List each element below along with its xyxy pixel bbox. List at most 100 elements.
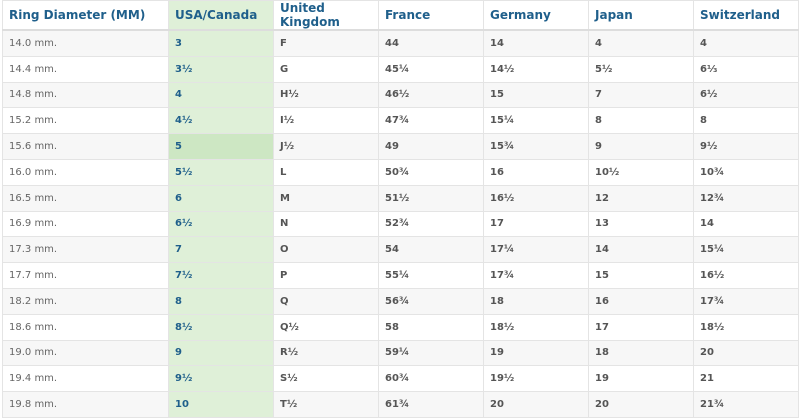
cell-france: 46½ xyxy=(378,81,484,109)
cell-ring-diameter: 16.5 mm. xyxy=(2,184,169,212)
cell-germany: 20 xyxy=(483,391,589,418)
cell-france: 50¾ xyxy=(378,158,484,186)
cell-usa-canada: 7½ xyxy=(168,262,274,289)
cell-united-kingdom: S½ xyxy=(273,365,379,393)
cell-france: 58 xyxy=(378,313,484,341)
cell-united-kingdom: M xyxy=(273,184,379,212)
cell-germany: 17¾ xyxy=(483,262,589,289)
cell-ring-diameter: 18.6 mm. xyxy=(2,313,169,341)
cell-germany: 14½ xyxy=(483,55,589,83)
table-row: 18.2 mm. 8 Q 56¾ 18 16 17¾ xyxy=(2,287,799,315)
table-row: 16.5 mm. 6 M 51½ 16½ 12 12¾ xyxy=(2,184,799,212)
cell-usa-canada: 9 xyxy=(168,339,274,367)
cell-ring-diameter: 14.4 mm. xyxy=(2,55,169,83)
cell-germany: 18 xyxy=(483,287,589,315)
cell-switzerland: 15¼ xyxy=(693,236,799,264)
cell-germany: 15 xyxy=(483,81,589,109)
cell-japan: 4 xyxy=(588,29,694,57)
cell-japan: 10½ xyxy=(588,158,694,186)
cell-france: 59¼ xyxy=(378,339,484,367)
table-row: 16.0 mm. 5½ L 50¾ 16 10½ 10¾ xyxy=(2,158,799,186)
column-header-ring-diameter: Ring Diameter (MM) xyxy=(2,0,169,31)
cell-united-kingdom: R½ xyxy=(273,339,379,367)
cell-germany: 18½ xyxy=(483,313,589,341)
cell-ring-diameter: 15.6 mm. xyxy=(2,133,169,160)
cell-united-kingdom: P xyxy=(273,262,379,289)
cell-switzerland: 9½ xyxy=(693,133,799,160)
cell-switzerland: 21 xyxy=(693,365,799,393)
cell-switzerland: 18½ xyxy=(693,313,799,341)
cell-germany: 16 xyxy=(483,158,589,186)
cell-united-kingdom: J½ xyxy=(273,133,379,160)
cell-usa-canada: 4 xyxy=(168,81,274,109)
cell-usa-canada: 8 xyxy=(168,287,274,315)
cell-japan: 9 xyxy=(588,133,694,160)
cell-germany: 15¾ xyxy=(483,133,589,160)
cell-germany: 15¼ xyxy=(483,107,589,135)
cell-united-kingdom: N xyxy=(273,210,379,238)
cell-germany: 19½ xyxy=(483,365,589,393)
cell-united-kingdom: L xyxy=(273,158,379,186)
cell-japan: 12 xyxy=(588,184,694,212)
cell-usa-canada: 3½ xyxy=(168,55,274,83)
cell-japan: 14 xyxy=(588,236,694,264)
cell-germany: 17 xyxy=(483,210,589,238)
cell-ring-diameter: 18.2 mm. xyxy=(2,287,169,315)
cell-germany: 14 xyxy=(483,29,589,57)
cell-france: 54 xyxy=(378,236,484,264)
table-row: 16.9 mm. 6½ N 52¾ 17 13 14 xyxy=(2,210,799,238)
table-row: 17.7 mm. 7½ P 55¼ 17¾ 15 16½ xyxy=(2,262,799,289)
cell-japan: 19 xyxy=(588,365,694,393)
table-row: 19.0 mm. 9 R½ 59¼ 19 18 20 xyxy=(2,339,799,367)
cell-switzerland: 17¾ xyxy=(693,287,799,315)
cell-france: 47¾ xyxy=(378,107,484,135)
cell-germany: 16½ xyxy=(483,184,589,212)
cell-japan: 17 xyxy=(588,313,694,341)
cell-ring-diameter: 16.9 mm. xyxy=(2,210,169,238)
cell-switzerland: 20 xyxy=(693,339,799,367)
cell-france: 61¾ xyxy=(378,391,484,418)
cell-united-kingdom: I½ xyxy=(273,107,379,135)
cell-switzerland: 6⅓ xyxy=(693,55,799,83)
cell-usa-canada: 4½ xyxy=(168,107,274,135)
cell-ring-diameter: 14.0 mm. xyxy=(2,29,169,57)
cell-ring-diameter: 17.7 mm. xyxy=(2,262,169,289)
cell-switzerland: 6½ xyxy=(693,81,799,109)
table-row: 18.6 mm. 8½ Q½ 58 18½ 17 18½ xyxy=(2,313,799,341)
table-row: 19.4 mm. 9½ S½ 60¾ 19½ 19 21 xyxy=(2,365,799,393)
table-row: 17.3 mm. 7 O 54 17¼ 14 15¼ xyxy=(2,236,799,264)
table-header-row: Ring Diameter (MM) USA/Canada United Kingd… xyxy=(2,0,799,31)
cell-ring-diameter: 19.8 mm. xyxy=(2,391,169,418)
cell-usa-canada: 6 xyxy=(168,184,274,212)
table-row: 14.4 mm. 3½ G 45¼ 14½ 5½ 6⅓ xyxy=(2,55,799,83)
cell-france: 44 xyxy=(378,29,484,57)
cell-switzerland: 4 xyxy=(693,29,799,57)
column-header-france: France xyxy=(378,0,484,31)
cell-ring-diameter: 17.3 mm. xyxy=(2,236,169,264)
cell-japan: 8 xyxy=(588,107,694,135)
cell-united-kingdom: Q xyxy=(273,287,379,315)
cell-japan: 13 xyxy=(588,210,694,238)
column-header-japan: Japan xyxy=(588,0,694,31)
cell-ring-diameter: 15.2 mm. xyxy=(2,107,169,135)
cell-japan: 7 xyxy=(588,81,694,109)
cell-united-kingdom: T½ xyxy=(273,391,379,418)
cell-japan: 18 xyxy=(588,339,694,367)
cell-france: 51½ xyxy=(378,184,484,212)
cell-japan: 20 xyxy=(588,391,694,418)
cell-usa-canada: 8½ xyxy=(168,313,274,341)
cell-switzerland: 10¾ xyxy=(693,158,799,186)
cell-japan: 15 xyxy=(588,262,694,289)
cell-ring-diameter: 19.4 mm. xyxy=(2,365,169,393)
cell-usa-canada: 6½ xyxy=(168,210,274,238)
table-row: 19.8 mm. 10 T½ 61¾ 20 20 21¾ xyxy=(2,391,799,418)
cell-france: 60¾ xyxy=(378,365,484,393)
cell-usa-canada: 3 xyxy=(168,29,274,57)
cell-ring-diameter: 14.8 mm. xyxy=(2,81,169,109)
cell-japan: 5½ xyxy=(588,55,694,83)
cell-switzerland: 21¾ xyxy=(693,391,799,418)
table-row: 14.8 mm. 4 H½ 46½ 15 7 6½ xyxy=(2,81,799,109)
cell-france: 49 xyxy=(378,133,484,160)
table-row: 14.0 mm. 3 F 44 14 4 4 xyxy=(2,29,799,57)
cell-switzerland: 12¾ xyxy=(693,184,799,212)
